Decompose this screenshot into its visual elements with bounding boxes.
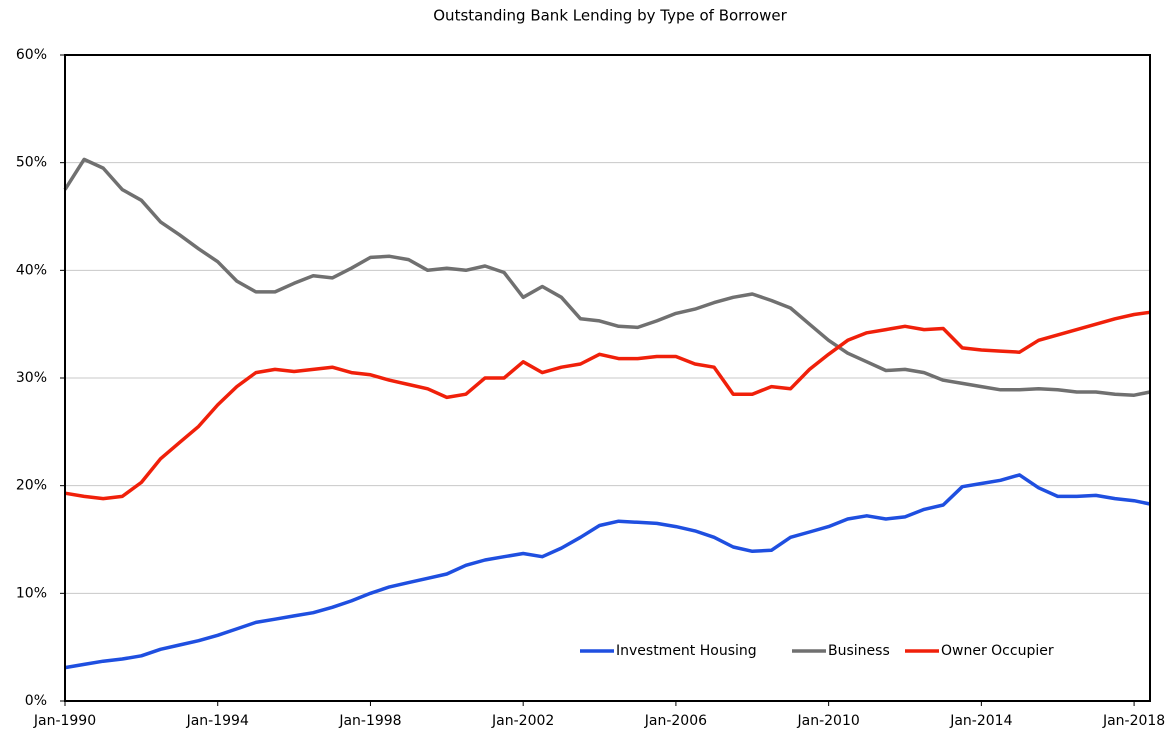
x-tick-label: Jan-2018 bbox=[1102, 713, 1165, 729]
y-tick-label: 20% bbox=[16, 478, 47, 494]
series-line bbox=[64, 310, 1151, 501]
series-line bbox=[64, 473, 1151, 670]
y-tick-label: 40% bbox=[16, 262, 47, 278]
y-tick-label: 50% bbox=[16, 155, 47, 171]
chart-title: Outstanding Bank Lending by Type of Borr… bbox=[433, 7, 787, 25]
x-tick-label: Jan-2014 bbox=[949, 713, 1012, 729]
series-line bbox=[63, 157, 1151, 397]
x-tick-label: Jan-2006 bbox=[644, 713, 707, 729]
y-tick-label: 10% bbox=[16, 585, 47, 601]
x-tick-label: Jan-2002 bbox=[491, 713, 554, 729]
y-tick-label: 30% bbox=[16, 370, 47, 386]
y-tick-label: 60% bbox=[16, 47, 47, 63]
y-tick-label: 0% bbox=[25, 693, 47, 709]
legend-label: Business bbox=[828, 643, 890, 659]
x-tick-label: Jan-1994 bbox=[186, 713, 249, 729]
x-tick-label: Jan-2010 bbox=[797, 713, 860, 729]
legend-label: Investment Housing bbox=[616, 643, 757, 659]
legend-label: Owner Occupier bbox=[941, 643, 1054, 659]
x-tick-label: Jan-1998 bbox=[338, 713, 401, 729]
plot-frame bbox=[64, 54, 1151, 702]
x-tick-label: Jan-1990 bbox=[33, 713, 96, 729]
